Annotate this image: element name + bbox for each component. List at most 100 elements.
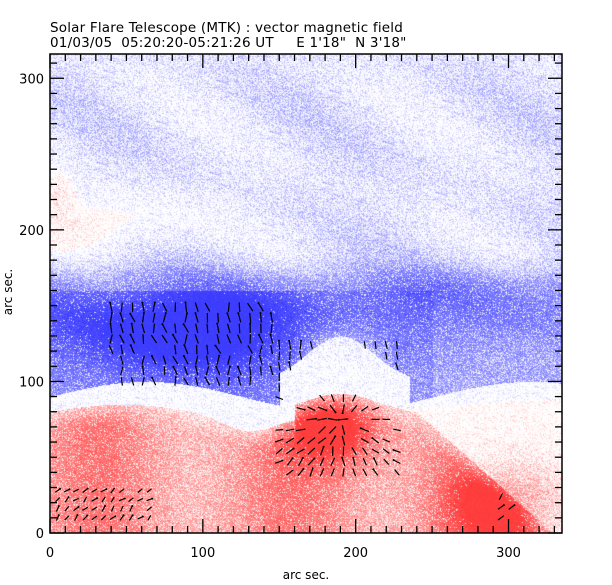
field-vector-head — [194, 365, 197, 368]
field-vector — [204, 302, 211, 312]
field-vector-head — [269, 312, 272, 315]
field-vector-head — [218, 354, 221, 357]
field-vector — [64, 496, 69, 503]
field-vector-head — [371, 437, 374, 439]
field-vector-head — [341, 412, 344, 415]
field-vector — [162, 312, 167, 323]
field-vector-head — [151, 376, 154, 379]
field-vector — [306, 418, 317, 421]
field-vector-head — [182, 355, 185, 357]
field-vector-head — [237, 312, 240, 315]
field-vector — [395, 362, 399, 371]
x-tick-label-1: 100 — [190, 546, 215, 561]
field-vector-head — [129, 344, 132, 347]
y-tick-label-2: 200 — [19, 224, 44, 239]
field-vector-head — [372, 468, 375, 471]
field-vector — [217, 312, 219, 323]
field-vector — [109, 515, 116, 521]
field-vector — [319, 394, 325, 402]
field-vector-head — [76, 514, 79, 517]
x-tick-labels: 0 100 200 300 — [46, 546, 521, 561]
field-vector — [371, 406, 380, 411]
field-vector — [214, 345, 222, 354]
field-vector — [309, 341, 313, 350]
field-vector-head — [513, 504, 516, 507]
field-vector — [363, 341, 366, 349]
field-vector-head — [229, 365, 231, 368]
field-vector — [141, 323, 146, 334]
field-vector — [341, 435, 346, 446]
field-vector — [237, 377, 242, 386]
field-vector-head — [292, 447, 295, 450]
field-vector — [152, 312, 156, 323]
field-vector — [318, 426, 326, 434]
field-vector-head — [214, 344, 217, 347]
field-vector — [270, 312, 273, 323]
field-vector — [74, 514, 78, 521]
field-vector — [278, 340, 281, 350]
field-vector — [327, 417, 338, 421]
field-vector — [108, 345, 114, 355]
field-vector — [206, 323, 209, 334]
field-vector — [194, 302, 199, 312]
field-vector — [382, 448, 390, 454]
field-vector — [362, 468, 368, 477]
field-vector — [296, 436, 305, 445]
field-vector — [195, 377, 199, 386]
field-vector — [119, 334, 125, 344]
field-vector — [275, 429, 284, 431]
field-vector — [120, 344, 124, 355]
field-vector-head — [141, 365, 144, 368]
field-vector-head — [119, 312, 122, 315]
field-vector-head — [67, 496, 70, 499]
field-vector-head — [325, 409, 328, 412]
field-vector — [151, 377, 157, 386]
field-vector-head — [259, 312, 262, 314]
field-vector — [151, 355, 157, 365]
field-vector — [270, 345, 273, 355]
field-vector — [360, 427, 370, 433]
field-vector-head — [104, 505, 106, 507]
field-vector-head — [313, 457, 316, 460]
vector-field — [54, 301, 516, 521]
field-vector — [269, 366, 274, 376]
field-vector — [109, 334, 113, 344]
field-vector — [307, 437, 316, 444]
field-vector — [384, 341, 388, 350]
field-vector — [299, 351, 303, 360]
field-vector — [152, 302, 156, 312]
field-vector-head — [502, 504, 505, 507]
field-vector — [161, 334, 168, 344]
field-vector-head — [204, 376, 207, 379]
field-vector — [72, 497, 80, 502]
field-vector — [184, 334, 188, 344]
x-tick-label-2: 200 — [343, 546, 368, 561]
field-vector — [371, 437, 380, 444]
field-vector — [73, 488, 79, 493]
field-vector — [226, 313, 231, 323]
field-vector — [238, 323, 241, 334]
field-vector — [109, 313, 113, 323]
field-vector — [101, 505, 106, 512]
field-vector — [194, 334, 199, 344]
field-vector — [55, 497, 61, 503]
field-vector — [295, 428, 306, 432]
field-vector-head — [372, 457, 375, 460]
field-vector — [119, 488, 125, 493]
field-vector-head — [142, 312, 145, 314]
field-vector-head — [269, 365, 272, 368]
field-vector — [289, 351, 291, 361]
field-vector — [288, 361, 292, 371]
plot-frame — [49, 53, 563, 534]
field-vector-head — [123, 497, 126, 500]
field-vector — [152, 323, 155, 334]
x-axis-label: arc sec. — [283, 568, 329, 582]
field-vector — [91, 506, 98, 511]
field-vector — [82, 488, 88, 493]
field-vector — [215, 377, 221, 386]
field-vector-head — [249, 376, 252, 379]
field-vector — [129, 334, 136, 344]
field-vector-head — [288, 361, 291, 364]
field-vector — [119, 323, 124, 334]
